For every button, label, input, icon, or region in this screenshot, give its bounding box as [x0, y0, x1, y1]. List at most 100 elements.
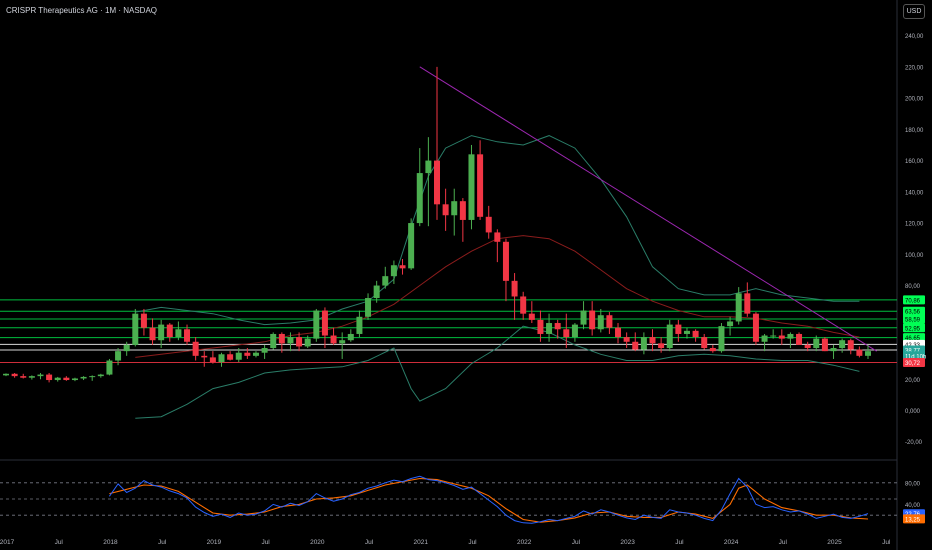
candle-body — [425, 160, 432, 174]
bollinger-upper-line — [135, 135, 860, 326]
candle-body — [692, 330, 699, 338]
x-tick-label: Jul — [779, 539, 788, 546]
bollinger-lower-line — [135, 325, 860, 419]
candle-body — [537, 319, 544, 334]
y-tick-label: -20,00 — [905, 440, 923, 446]
candle-body — [847, 340, 854, 350]
oscillator-k-line — [108, 475, 869, 524]
candle-body — [11, 373, 18, 377]
price-label-text: 52,95 — [905, 326, 921, 332]
candle-body — [485, 216, 492, 233]
candle-body — [149, 327, 156, 341]
candle-body — [718, 326, 725, 352]
candle-body — [20, 376, 27, 378]
candle-body — [615, 327, 622, 338]
candle-body — [761, 335, 768, 342]
candle-body — [787, 333, 794, 339]
candle-body — [675, 324, 682, 334]
x-tick-label: Jul — [572, 539, 581, 546]
candle-body — [796, 333, 803, 345]
candle-body — [658, 343, 665, 349]
candle-body — [54, 377, 61, 381]
candle-body — [304, 338, 311, 347]
x-tick-label: 2019 — [207, 539, 222, 546]
candle-body — [80, 376, 87, 379]
oscillator-tick-label: 40,00 — [905, 503, 921, 509]
trendline — [419, 66, 877, 352]
candle-body — [63, 377, 70, 381]
candle-body — [804, 344, 811, 349]
candle-body — [606, 315, 613, 328]
x-tick-label: 2021 — [414, 539, 429, 546]
x-tick-label: Jul — [675, 539, 684, 546]
candle-body — [451, 201, 458, 216]
oscillator-value-box — [903, 514, 925, 524]
candle-body — [296, 337, 303, 347]
candle-body — [158, 324, 165, 341]
price-label-text: 58,59 — [905, 317, 921, 323]
candle-body — [399, 265, 406, 269]
y-tick-label: 180,00 — [905, 128, 924, 134]
oscillator-tick-label: 80,00 — [905, 481, 921, 487]
candle-body — [261, 348, 268, 353]
x-tick-label: 2018 — [103, 539, 118, 546]
candle-body — [830, 348, 837, 352]
candle-body — [856, 349, 863, 356]
candle-body — [115, 351, 122, 361]
y-tick-label: 160,00 — [905, 159, 924, 165]
candle-body — [321, 310, 328, 336]
candle-body — [821, 338, 828, 352]
candle-body — [132, 313, 139, 345]
x-tick-label: 2024 — [724, 539, 739, 546]
price-label-text: 46,65 — [905, 336, 921, 342]
candle-body — [278, 333, 285, 344]
candle-body — [218, 354, 225, 363]
candle-body — [813, 338, 820, 349]
currency-button[interactable]: USD — [903, 4, 925, 19]
candle-body — [839, 340, 846, 349]
candle-body — [546, 323, 553, 334]
candle-body — [408, 223, 415, 269]
oscillator-d-line — [109, 477, 869, 523]
price-label-text: 30,72 — [905, 361, 921, 367]
candle-body — [623, 337, 630, 342]
y-tick-label: 220,00 — [905, 65, 924, 71]
candle-body — [287, 337, 294, 344]
y-tick-label: 120,00 — [905, 222, 924, 228]
candle-body — [313, 310, 320, 339]
candle-body — [744, 293, 751, 314]
candle-body — [339, 340, 346, 344]
y-tick-label: 140,00 — [905, 190, 924, 196]
y-tick-label: 200,00 — [905, 97, 924, 103]
candle-body — [175, 329, 182, 338]
x-tick-label: 2023 — [620, 539, 635, 546]
y-tick-label: 100,00 — [905, 253, 924, 259]
chart-title: CRISPR Therapeutics AG · 1M · NASDAQ — [6, 6, 158, 15]
candle-body — [347, 333, 354, 341]
candle-body — [89, 376, 96, 378]
candle-body — [252, 352, 259, 356]
x-tick-label: 2022 — [517, 539, 532, 546]
candle-body — [770, 335, 777, 337]
candle-body — [649, 337, 656, 344]
candle-body — [97, 374, 104, 377]
candle-body — [554, 323, 561, 330]
candle-body — [192, 341, 199, 356]
candle-body — [46, 374, 53, 381]
candle-body — [184, 329, 191, 342]
x-tick-label: Jul — [261, 539, 270, 546]
candle-body — [520, 296, 527, 314]
candle-body — [356, 316, 363, 334]
candle-body — [683, 330, 690, 334]
candle-body — [727, 321, 734, 327]
candle-body — [227, 354, 234, 360]
y-tick-label: 20,00 — [905, 378, 921, 384]
candle-body — [166, 324, 173, 338]
y-tick-label: 80,00 — [905, 284, 921, 290]
x-tick-label: Jul — [468, 539, 477, 546]
price-label-box — [903, 306, 925, 316]
x-tick-label: 2020 — [310, 539, 325, 546]
y-tick-label: 0,000 — [905, 409, 921, 415]
candle-body — [28, 376, 35, 378]
